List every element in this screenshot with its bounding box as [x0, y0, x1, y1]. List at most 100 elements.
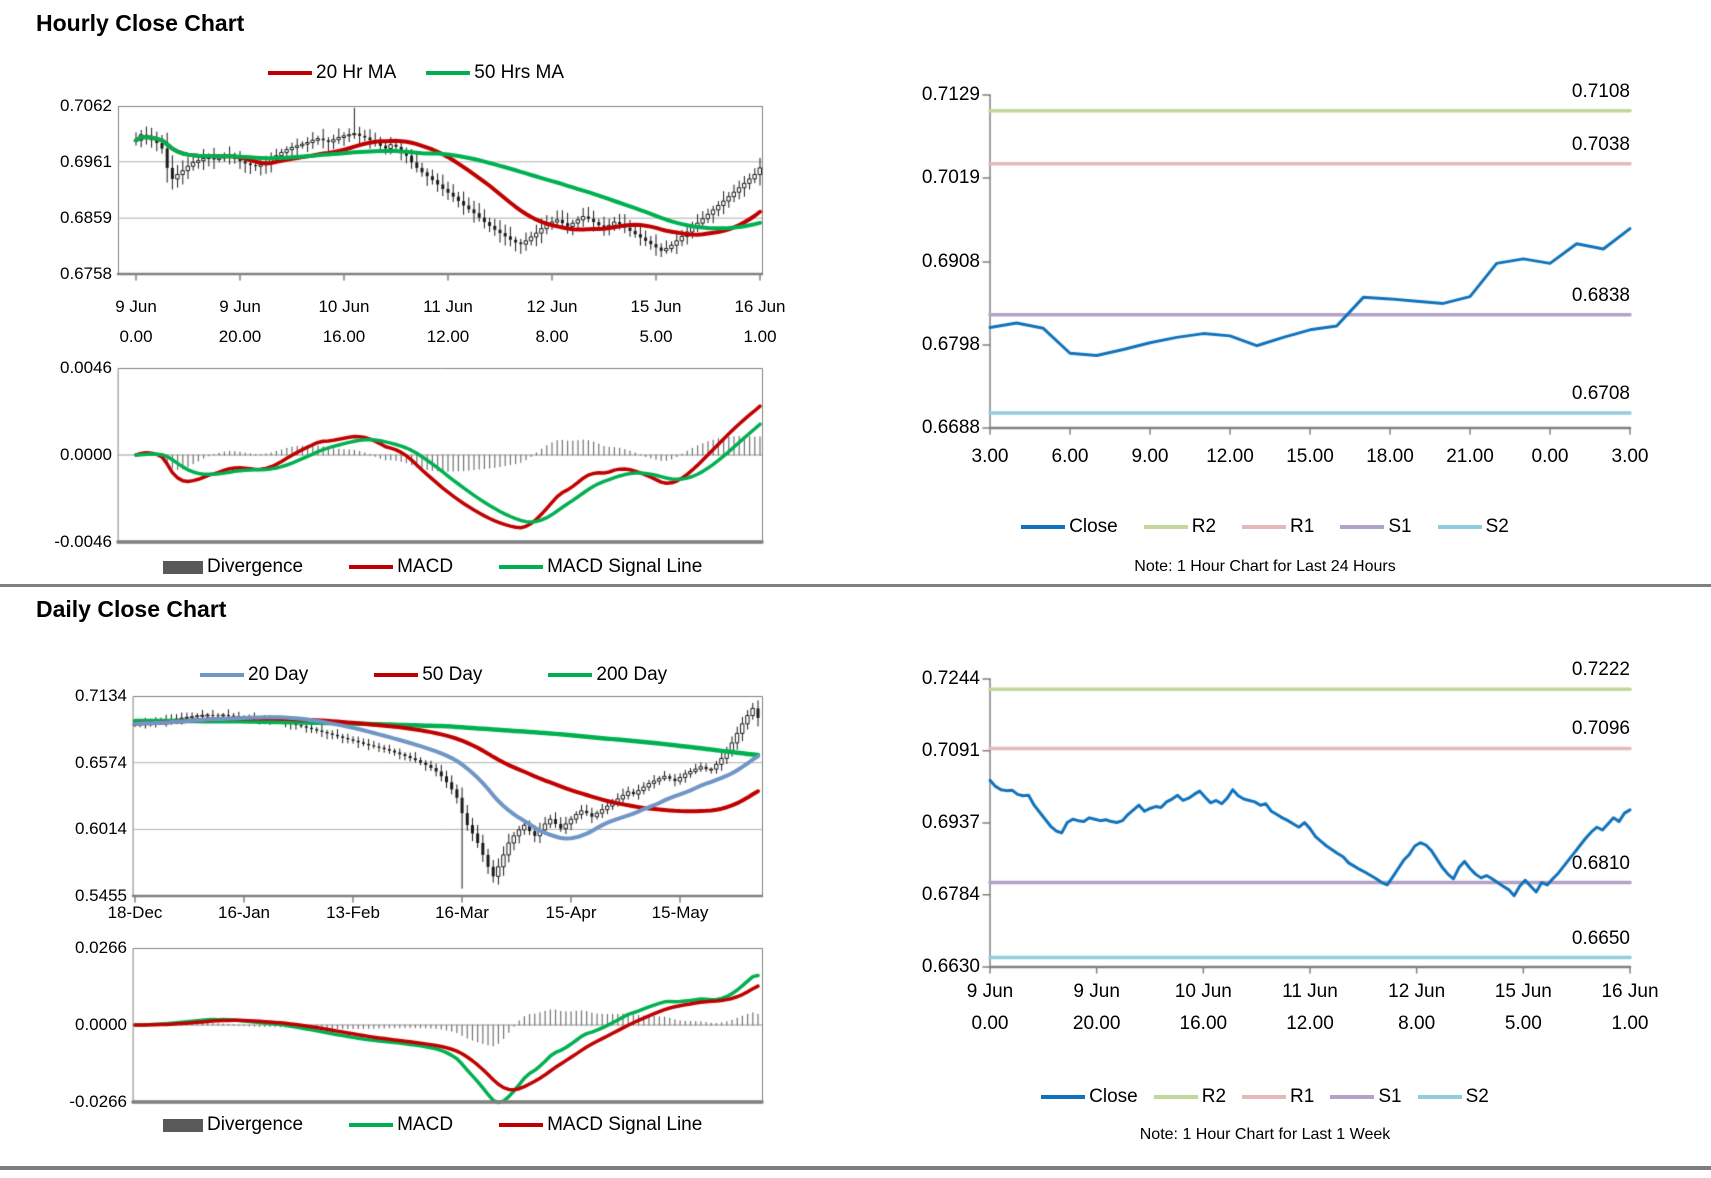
hourly-pivot-legend: Close R2 R1 S1 S2 — [945, 516, 1585, 538]
legend-label: R1 — [1290, 516, 1315, 537]
line-swatch — [548, 673, 593, 677]
legend-label: R2 — [1191, 516, 1217, 537]
legend-item-50hr-ma: 50 Hrs MA — [426, 62, 564, 84]
hourly-x-tick: 9 Jun 0.00 — [115, 297, 157, 346]
hourly-y-tick: 0.6758 — [60, 264, 112, 283]
legend-label: 50 Hrs MA — [474, 62, 564, 83]
legend-label: S2 — [1485, 516, 1509, 537]
line-swatch — [349, 1123, 394, 1127]
daily-x-tick: 15-Apr — [545, 903, 597, 922]
legend-label: R2 — [1201, 1086, 1227, 1107]
hourly-x-tick: 12 Jun 8.00 — [526, 297, 578, 346]
legend-item-20-day: 20 Day — [200, 664, 308, 686]
legend-label: MACD Signal Line — [547, 1114, 703, 1135]
line-swatch — [1330, 1095, 1375, 1099]
legend-label: Divergence — [207, 556, 304, 577]
line-swatch — [1437, 525, 1482, 529]
hourly-macd-legend: Divergence MACD MACD Signal Line — [163, 556, 702, 578]
line-swatch — [1242, 525, 1287, 529]
legend-label: Divergence — [207, 1114, 304, 1135]
legend-item-close: Close — [1041, 1086, 1138, 1108]
bar-swatch — [163, 1118, 203, 1132]
level-label-s1: 0.6838 — [1571, 284, 1630, 306]
daily-macd-y-tick: -0.0266 — [69, 1092, 127, 1111]
legend-item-macd: MACD — [349, 556, 453, 578]
daily-x-tick: 18-Dec — [107, 903, 163, 922]
level-label-r2: 0.7108 — [1571, 80, 1630, 102]
legend-item-s2: S2 — [1437, 516, 1509, 538]
legend-item-50-day: 50 Day — [374, 664, 482, 686]
hourly-pivot-note: Note: 1 Hour Chart for Last 24 Hours — [1134, 558, 1396, 575]
legend-item-r1: R1 — [1242, 516, 1314, 538]
legend-item-r2: R2 — [1153, 1086, 1227, 1108]
hourly-pivot-x-tick: 9.00 — [1131, 446, 1169, 467]
daily-pivot-y-tick: 0.7091 — [921, 739, 980, 761]
level-label-s1: 0.6810 — [1571, 852, 1630, 874]
hourly-macd-y-tick: 0.0046 — [60, 358, 112, 377]
hourly-pivot-y-tick: 0.7019 — [921, 167, 980, 189]
legend-label: 20 Hr MA — [316, 62, 397, 83]
line-swatch — [1021, 525, 1066, 529]
daily-pivot-y-tick: 0.7244 — [921, 668, 980, 689]
legend-item-s1: S1 — [1330, 1086, 1402, 1108]
legend-label: R1 — [1290, 1086, 1315, 1107]
daily-x-tick: 15-May — [651, 903, 709, 922]
legend-item-divergence: Divergence — [163, 556, 303, 578]
level-label-r2: 0.7222 — [1571, 659, 1630, 681]
hourly-x-tick: 11 Jun 12.00 — [423, 297, 473, 346]
line-swatch — [1340, 525, 1385, 529]
daily-macd-legend: Divergence MACD MACD Signal Line — [163, 1114, 702, 1136]
daily-pivot-y-tick: 0.6784 — [921, 883, 980, 905]
line-swatch — [374, 673, 419, 677]
hourly-x-tick: 15 Jun 5.00 — [630, 297, 682, 346]
daily-y-tick: 0.5455 — [75, 886, 127, 905]
legend-item-200-day: 200 Day — [548, 664, 667, 686]
daily-pivot-x-tick: 9 Jun 0.00 — [966, 981, 1014, 1034]
daily-macd-y-tick: 0.0000 — [75, 1015, 127, 1034]
legend-label: S1 — [1378, 1086, 1402, 1107]
hourly-pivot-x-tick: 15.00 — [1286, 446, 1334, 467]
line-swatch — [200, 673, 244, 677]
legend-item-divergence: Divergence — [163, 1114, 303, 1136]
daily-pivot-x-tick: 9 Jun 20.00 — [1072, 981, 1121, 1034]
legend-label: MACD — [397, 556, 454, 577]
daily-y-tick: 0.6574 — [75, 752, 127, 772]
legend-item-macd-signal: MACD Signal Line — [499, 556, 702, 578]
legend-item-s1: S1 — [1340, 516, 1412, 538]
line-swatch — [499, 1123, 544, 1127]
legend-label: MACD — [397, 1114, 454, 1135]
daily-x-tick: 13-Feb — [326, 903, 380, 922]
hourly-y-tick: 0.6961 — [60, 151, 112, 171]
hourly-x-tick: 9 Jun 20.00 — [218, 297, 262, 346]
hourly-section-title: Hourly Close Chart — [36, 10, 245, 36]
legend-item-r2: R2 — [1143, 516, 1217, 538]
hourly-y-tick: 0.6859 — [60, 208, 112, 228]
line-swatch — [268, 71, 312, 75]
legend-label: S2 — [1465, 1086, 1489, 1107]
hourly-y-tick: 0.7062 — [60, 96, 112, 115]
legend-item-20hr-ma: 20 Hr MA — [268, 62, 396, 84]
page-bottom-divider — [0, 1166, 1711, 1170]
line-swatch — [1242, 1095, 1287, 1099]
line-swatch — [1041, 1095, 1086, 1099]
section-divider — [0, 584, 1711, 587]
daily-pivot-x-tick: 16 Jun 1.00 — [1601, 981, 1659, 1034]
hourly-pivot-y-tick: 0.6798 — [921, 333, 980, 355]
daily-pivot-x-tick: 10 Jun 16.00 — [1174, 981, 1232, 1034]
daily-price-legend: 20 Day 50 Day 200 Day — [200, 664, 667, 686]
daily-pivot-note: Note: 1 Hour Chart for Last 1 Week — [1139, 1126, 1391, 1143]
bar-swatch — [163, 560, 203, 574]
line-swatch — [1417, 1095, 1462, 1099]
daily-section-title: Daily Close Chart — [36, 596, 227, 622]
legend-item-close: Close — [1021, 516, 1118, 538]
hourly-pivot-y-tick: 0.7129 — [921, 84, 980, 105]
hourly-price-legend: 20 Hr MA 50 Hrs MA — [268, 62, 564, 84]
daily-x-tick: 16-Mar — [435, 903, 489, 922]
level-label-s2: 0.6650 — [1571, 927, 1630, 949]
daily-pivot-legend: Close R2 R1 S1 S2 — [945, 1086, 1585, 1108]
daily-pivot-y-tick: 0.6937 — [921, 812, 980, 833]
legend-label: 50 Day — [422, 664, 483, 685]
line-swatch — [499, 565, 544, 569]
